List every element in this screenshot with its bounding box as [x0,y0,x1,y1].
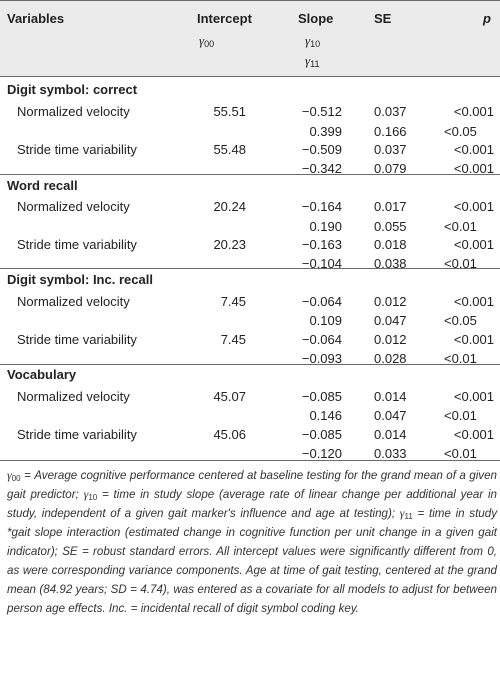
header-intercept-symbol: γ00 [199,33,215,49]
se-value: 0.014 [374,427,407,442]
se-value: 0.047 [374,408,407,423]
header-slope-gamma10: γ10 [305,33,321,49]
p-value: <0.001 [453,294,494,309]
p-value: <0.01 [444,219,477,234]
p-value: <0.001 [453,237,494,252]
intercept-value: 20.24 [213,199,246,214]
se-value: 0.166 [374,124,407,139]
p-value: <0.001 [453,142,494,157]
intercept-value: 7.45 [220,294,246,309]
header-slope: Slope [298,11,334,26]
intercept-value: 45.07 [213,389,246,404]
slope-value: −0.120 [301,446,342,461]
table-footnote: γ00 = Average cognitive performance cent… [7,468,497,615]
slope-value: −0.093 [301,351,342,366]
header-se: SE [374,11,392,26]
slope-value: −0.512 [301,104,342,119]
se-value: 0.012 [374,332,407,347]
se-value: 0.014 [374,389,407,404]
table-bottom-rule [0,460,500,461]
intercept-value: 7.45 [220,332,246,347]
intercept-value: 20.23 [213,237,246,252]
se-value: 0.017 [374,199,407,214]
p-value: <0.01 [444,446,477,461]
se-value: 0.037 [374,104,407,119]
slope-value: −0.085 [301,427,342,442]
slope-value: 0.190 [309,219,342,234]
p-value: <0.05 [444,124,477,139]
intercept-value: 55.51 [213,104,246,119]
slope-value: −0.164 [301,199,342,214]
p-value: <0.01 [444,351,477,366]
intercept-value: 45.06 [213,427,246,442]
row-label: Stride time variability [17,332,137,347]
row-label: Normalized velocity [17,389,130,404]
p-value: <0.05 [444,313,477,328]
p-value: <0.01 [444,408,477,423]
slope-value: −0.064 [301,332,342,347]
p-value: <0.001 [453,427,494,442]
header-variables: Variables [7,11,65,26]
row-label: Stride time variability [17,142,137,157]
se-value: 0.079 [374,161,407,176]
p-value: <0.001 [453,389,494,404]
slope-value: −0.104 [301,256,342,271]
row-label: Stride time variability [17,237,137,252]
slope-value: −0.085 [301,389,342,404]
p-value: <0.001 [453,332,494,347]
row-label: Normalized velocity [17,199,130,214]
section-divider [0,364,500,365]
header-divider [0,76,500,77]
slope-value: 0.146 [309,408,342,423]
p-value: <0.001 [453,199,494,214]
slope-value: 0.399 [309,124,342,139]
se-value: 0.038 [374,256,407,271]
slope-value: 0.109 [309,313,342,328]
row-label: Stride time variability [17,427,137,442]
section-title: Digit symbol: Inc. recall [7,272,153,287]
se-value: 0.047 [374,313,407,328]
se-value: 0.037 [374,142,407,157]
slope-value: −0.342 [301,161,342,176]
p-value: <0.001 [453,161,494,176]
slope-value: −0.509 [301,142,342,157]
slope-value: −0.163 [301,237,342,252]
header-intercept: Intercept [197,11,252,26]
table-header: Variables Intercept γ00 Slope γ10 γ11 SE… [0,0,500,77]
p-value: <0.01 [444,256,477,271]
header-p: p [483,11,491,26]
se-value: 0.033 [374,446,407,461]
section-title: Vocabulary [7,367,77,382]
se-value: 0.028 [374,351,407,366]
p-value: <0.001 [453,104,494,119]
row-label: Normalized velocity [17,104,130,119]
slope-value: −0.064 [301,294,342,309]
section-title: Digit symbol: correct [7,82,138,97]
header-slope-gamma11: γ11 [305,53,320,69]
se-value: 0.055 [374,219,407,234]
section-divider [0,268,500,269]
section-title: Word recall [7,178,78,193]
intercept-value: 55.48 [213,142,246,157]
se-value: 0.012 [374,294,407,309]
row-label: Normalized velocity [17,294,130,309]
se-value: 0.018 [374,237,407,252]
section-divider [0,174,500,175]
